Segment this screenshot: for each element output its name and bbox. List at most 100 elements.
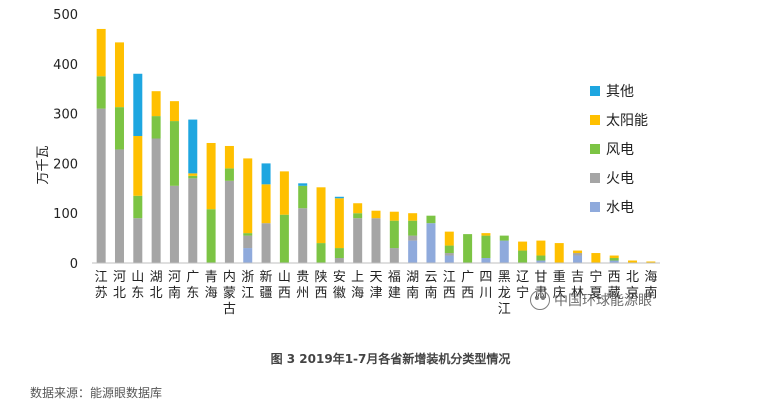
bar-segment xyxy=(334,258,344,263)
x-category-label: 陕西 xyxy=(315,270,328,301)
bar-segment xyxy=(188,178,198,263)
bar-segment xyxy=(628,260,638,263)
bar-segment xyxy=(298,208,308,263)
bar-segment xyxy=(371,218,381,263)
x-category-label: 福建 xyxy=(388,270,401,301)
bar-segment xyxy=(536,255,546,261)
legend-label: 太阳能 xyxy=(606,113,648,129)
legend-label: 水电 xyxy=(606,200,634,216)
x-category-label: 重庆 xyxy=(553,269,566,301)
bar-segment xyxy=(279,171,289,215)
bar-segment xyxy=(646,261,656,263)
bar-segment xyxy=(279,214,289,263)
bar-segment xyxy=(481,258,491,263)
x-category-label: 山西 xyxy=(278,270,291,301)
bar-segment xyxy=(224,145,234,169)
bar-segment xyxy=(133,136,143,196)
bar-segment xyxy=(133,73,143,137)
legend-swatch xyxy=(590,144,600,154)
y-tick-label: 0 xyxy=(70,257,78,272)
x-category-label: 河南 xyxy=(168,270,181,301)
y-tick-label: 400 xyxy=(53,58,78,73)
bar-segment xyxy=(609,260,619,263)
bar-segment xyxy=(96,108,106,264)
legend-swatch xyxy=(590,115,600,125)
bar-segment xyxy=(573,253,583,256)
data-source: 数据来源：能源眼数据库 xyxy=(30,386,163,400)
y-axis-label: 万千瓦 xyxy=(36,145,51,184)
bar-segment xyxy=(188,119,198,174)
bar-segment xyxy=(573,255,583,263)
legend-swatch xyxy=(590,173,600,183)
bar-segment xyxy=(114,42,124,108)
bar-segment xyxy=(444,231,454,246)
x-category-label: 山东 xyxy=(131,270,144,301)
bar-segment xyxy=(591,253,601,263)
bar-segment xyxy=(151,138,161,263)
stacked-bar-chart: 0 100 200 300 400 500 万千瓦 江苏河北山东湖北河南广东青海内蒙古浙江… xyxy=(36,8,660,317)
bar-segment xyxy=(444,253,454,256)
bar-segment xyxy=(133,195,143,219)
bar-segment xyxy=(536,240,546,256)
bar-segment xyxy=(224,168,234,181)
bar-segment xyxy=(133,218,143,263)
bar-segment xyxy=(151,91,161,117)
bar-segment xyxy=(188,175,198,179)
bar-segment xyxy=(114,107,124,150)
bar-segment xyxy=(426,215,436,224)
x-category-label: 上海 xyxy=(351,270,364,301)
bar-segment xyxy=(316,243,326,263)
x-category-labels: 江苏河北山东湖北河南广东青海内蒙古浙江新疆山西贵州陕西安徽上海天津福建湖南云南江… xyxy=(95,269,658,317)
bar-segment xyxy=(518,250,528,263)
watermark-text: 中国环球能源眼 xyxy=(554,293,652,309)
y-tick-label: 500 xyxy=(53,8,78,23)
x-category-label: 浙江 xyxy=(241,270,254,301)
bar-segment xyxy=(151,116,161,139)
legend-label: 风电 xyxy=(606,142,634,158)
bar-segment xyxy=(444,255,454,263)
y-tick-label: 100 xyxy=(53,207,78,222)
x-category-label: 青海 xyxy=(205,270,218,301)
x-category-label: 云南 xyxy=(424,270,437,301)
bar-segment xyxy=(96,76,106,109)
x-category-label: 广西 xyxy=(461,270,474,301)
x-category-label: 西藏 xyxy=(608,270,621,301)
bar-segment xyxy=(554,243,564,263)
bar-segment xyxy=(206,209,216,263)
watermark: 中国环球能源眼 xyxy=(530,290,652,310)
x-category-label: 湖北 xyxy=(150,270,163,301)
x-category-label: 湖南 xyxy=(406,270,419,301)
bar-segment xyxy=(536,260,546,263)
bar-segment xyxy=(518,241,528,251)
bar-segment xyxy=(334,198,344,249)
x-category-label: 黑龙江 xyxy=(498,270,511,317)
y-tick-label: 200 xyxy=(53,157,78,172)
bar-segment xyxy=(481,233,491,236)
x-category-label: 宁夏 xyxy=(589,269,602,301)
x-category-label: 安徽 xyxy=(333,270,346,301)
bar-segment xyxy=(188,173,198,176)
bar-segment xyxy=(243,235,253,249)
bar-segment xyxy=(243,248,253,263)
bar-segment xyxy=(426,223,436,263)
bars-group xyxy=(96,28,656,264)
x-category-label: 内蒙古 xyxy=(223,269,236,317)
bar-segment xyxy=(243,233,253,236)
y-tick-label: 300 xyxy=(53,108,78,123)
x-category-label: 新疆 xyxy=(260,269,273,301)
bar-segment xyxy=(371,210,381,219)
bar-segment xyxy=(408,213,418,221)
bar-segment xyxy=(114,149,124,263)
bar-segment xyxy=(353,218,363,263)
x-category-label: 广东 xyxy=(186,270,199,301)
bar-segment xyxy=(463,234,473,263)
bar-segment xyxy=(408,220,418,236)
bar-segment xyxy=(298,185,308,209)
bar-segment xyxy=(169,101,179,122)
bar-segment xyxy=(261,184,271,224)
bar-segment xyxy=(96,28,106,77)
legend-swatch xyxy=(590,202,600,212)
x-category-label: 四川 xyxy=(479,270,492,301)
x-category-label: 北京 xyxy=(626,270,639,301)
y-axis: 0 100 200 300 400 500 xyxy=(53,8,78,272)
